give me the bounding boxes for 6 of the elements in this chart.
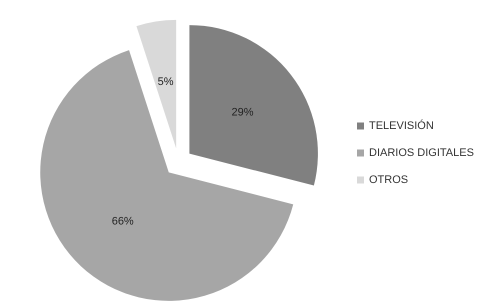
legend-label: TELEVISIÓN [369,119,434,132]
legend-label: DIARIOS DIGITALES [369,147,474,159]
data-label: 29% [232,106,254,118]
data-label: 66% [112,215,134,228]
legend-label: OTROS [369,174,408,186]
data-label: 5% [158,76,174,88]
